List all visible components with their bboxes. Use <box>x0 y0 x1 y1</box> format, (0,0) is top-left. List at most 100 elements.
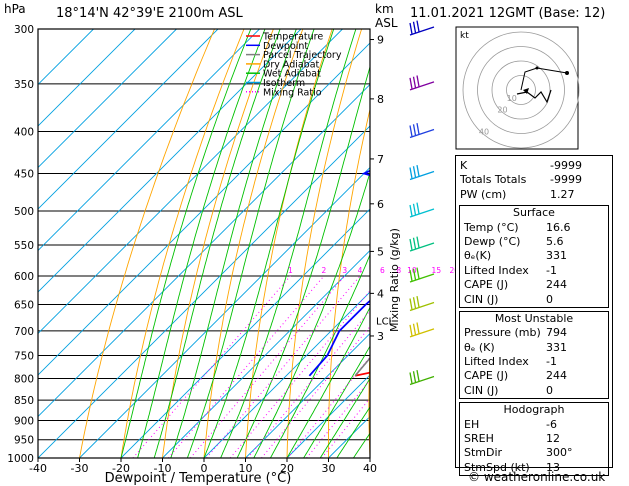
mixing-ratio-line <box>247 309 370 458</box>
stats-table: K -9999 Totals Totals -9999 PW (cm) 1.27 Su… <box>455 155 613 477</box>
dry-adiabat-line <box>120 29 245 458</box>
surface-title: Surface <box>513 206 555 220</box>
wind-barb-flag <box>409 372 413 384</box>
hodograph-ring <box>491 60 551 120</box>
wind-barb-flag <box>412 268 417 280</box>
wind-barb-flag <box>412 76 417 88</box>
wet-adiabat-line <box>270 253 370 458</box>
wet-adiabat-line <box>286 306 370 458</box>
x-tick-label: -30 <box>71 462 89 475</box>
storm-motion-marker <box>523 88 529 94</box>
pressure-tick-label: 900 <box>14 415 34 427</box>
mixing-ratio-tick-label: 3 <box>342 266 347 275</box>
hodograph-trace <box>520 67 568 91</box>
km-tick-label: 7 <box>377 153 384 166</box>
dry-adiabat-line <box>79 29 215 458</box>
wind-barb-flag <box>412 21 417 33</box>
wet-adiabat-line <box>153 29 281 458</box>
legend-label: Parcel Trajectory <box>263 50 342 61</box>
wet-adiabat-line <box>319 377 370 458</box>
hodograph-stats-block: Hodograph EH -6 SREH 12 StmDir 300° StmSpd … <box>459 402 609 477</box>
isotherm-line <box>38 29 219 210</box>
mixing-ratio-tick-label: 6 <box>380 266 385 275</box>
mixing-ratio-tick-label: 10 <box>407 266 417 275</box>
wind-barb-staff <box>409 81 435 91</box>
wind-barb-staff <box>409 208 435 218</box>
wind-barb-flag <box>416 236 420 248</box>
wet-adiabat-line <box>236 65 370 458</box>
wind-barb-icon <box>409 369 435 386</box>
km-tick-label: 5 <box>377 245 384 258</box>
stat-row: θₑ(K) 331 <box>464 249 567 263</box>
wind-barb-flag <box>409 167 413 179</box>
pressure-tick-label: 950 <box>14 435 34 447</box>
km-tick-label: 3 <box>377 330 384 343</box>
wind-barb-staff <box>409 301 435 312</box>
hodograph-title: Hodograph <box>503 403 565 417</box>
wind-barb-icon <box>409 267 435 283</box>
pressure-tick-label: 750 <box>14 350 34 362</box>
most-unstable-block: Most Unstable Pressure (mb) 794 θₑ (K) 331… <box>459 310 609 400</box>
stat-row: StmSpd (kt) 13 <box>464 460 560 474</box>
wind-barb-icon <box>409 122 435 139</box>
dry-adiabat-line <box>368 342 370 458</box>
wind-barb-flag <box>409 77 413 90</box>
pressure-tick-label: 600 <box>14 271 34 283</box>
stat-row: Totals Totals -9999 <box>460 173 582 187</box>
x-tick-label: 20 <box>280 462 294 475</box>
stat-row: CIN (J) 0 <box>464 292 553 306</box>
wind-barb-flag <box>416 322 420 334</box>
wind-barb-flag <box>416 267 420 279</box>
wet-adiabat-line <box>253 170 370 458</box>
pressure-tick-label: 400 <box>14 127 34 139</box>
wind-barb-flag <box>416 164 420 177</box>
wind-barb-flag <box>409 125 413 137</box>
index-block: K -9999 Totals Totals -9999 PW (cm) 1.27 <box>456 159 612 202</box>
isotherm-line <box>286 374 370 458</box>
stat-row: CIN (J) 0 <box>464 383 553 397</box>
wind-barb-flag <box>416 122 420 135</box>
legend-label: Temperature <box>262 32 323 43</box>
x-tick-label: 30 <box>322 462 336 475</box>
stat-row: Lifted Index -1 <box>464 355 557 369</box>
lcl-label: LCL <box>376 317 395 328</box>
km-tick-label: 6 <box>377 198 384 211</box>
pressure-tick-label: 450 <box>14 168 34 180</box>
hodograph-trace <box>516 89 552 104</box>
isotherm-line <box>38 83 370 418</box>
isotherm-line <box>203 291 370 458</box>
legend-label: Isotherm <box>263 78 305 89</box>
wind-barb-icon <box>409 322 435 338</box>
stat-row: CAPE (J) 244 <box>464 278 567 292</box>
wind-barb-staff <box>409 128 435 139</box>
mixing-ratio-axis-label: Mixing Ratio (g/kg) <box>388 228 401 332</box>
wet-adiabat-line <box>170 29 297 458</box>
wind-barb-staff <box>409 242 435 252</box>
isotherm-line <box>38 29 260 252</box>
stat-row: StmDir 300° <box>464 446 573 460</box>
stat-row: Temp (°C) 16.6 <box>464 220 571 234</box>
wind-barb-flag <box>412 323 417 335</box>
legend-label: Dewpoint <box>263 41 308 52</box>
dry-adiabat-line <box>245 29 333 458</box>
x-tick-label: 40 <box>363 462 377 475</box>
wind-barb-flag <box>409 238 413 251</box>
wet-adiabat-line <box>137 29 266 458</box>
wind-barb-flag <box>412 371 417 383</box>
pressure-tick-label: 500 <box>14 206 34 218</box>
stat-row: Lifted Index -1 <box>464 263 557 277</box>
mixing-ratio-tick-label: 1 <box>288 266 293 275</box>
datetime-title: 11.01.2021 12GMT (Base: 12) <box>410 6 606 21</box>
hodograph-ring-label: 10 <box>507 94 517 103</box>
stat-row: Pressure (mb) 794 <box>464 326 567 340</box>
hodograph-ring <box>477 46 565 134</box>
hodograph-ring <box>506 75 536 105</box>
wind-barb-flag <box>416 75 420 87</box>
wind-barb-flag <box>409 324 413 337</box>
asl-label: ASL <box>375 16 398 30</box>
hpa-label: hPa <box>4 2 26 16</box>
wind-barb-staff <box>409 170 435 181</box>
isotherm-line <box>245 332 370 458</box>
km-tick-label: 4 <box>377 287 384 300</box>
